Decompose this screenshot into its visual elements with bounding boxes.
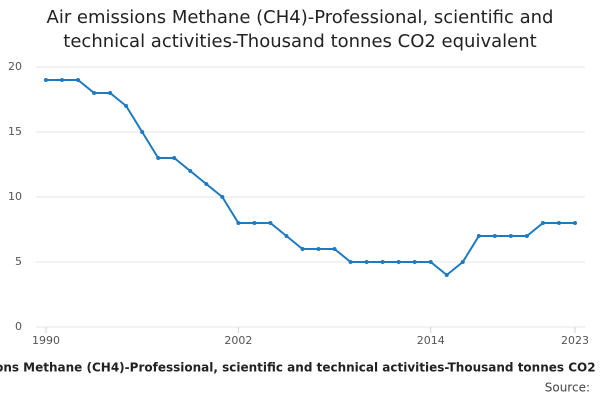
point <box>108 91 113 95</box>
point <box>524 234 529 238</box>
point <box>92 91 97 95</box>
point <box>316 247 321 251</box>
y-tick-label: 10 <box>8 190 22 203</box>
point <box>460 260 465 264</box>
point <box>364 260 369 264</box>
point <box>268 221 273 225</box>
point <box>140 130 145 134</box>
point <box>284 234 289 238</box>
point <box>573 221 577 225</box>
point <box>172 156 177 160</box>
point <box>60 78 65 82</box>
point <box>332 247 337 251</box>
point <box>348 260 353 264</box>
point <box>412 260 417 264</box>
point <box>252 221 257 225</box>
point <box>540 221 545 225</box>
y-tick-label: 5 <box>15 255 22 268</box>
point <box>476 234 481 238</box>
caption: Air emissions Methane (CH4)-Professional… <box>0 361 600 375</box>
y-tick-label: 20 <box>8 60 22 73</box>
x-tick-label: 2002 <box>224 334 252 347</box>
point <box>508 234 513 238</box>
point <box>220 195 225 199</box>
point <box>188 169 193 173</box>
x-tick-label: 2023 <box>561 334 589 347</box>
point <box>380 260 385 264</box>
point <box>156 156 161 160</box>
point <box>396 260 401 264</box>
point <box>204 182 209 186</box>
point <box>492 234 497 238</box>
line <box>46 79 575 277</box>
point <box>300 247 305 251</box>
y-tick-label: 0 <box>15 320 22 333</box>
point <box>428 260 433 264</box>
source: Source: <box>545 381 590 395</box>
point <box>236 221 241 225</box>
point <box>444 273 449 277</box>
y-tick-label: 15 <box>8 125 22 138</box>
chart-title: Air emissions Methane (CH4)-Professional… <box>46 7 554 52</box>
point <box>556 221 561 225</box>
point <box>44 78 48 82</box>
x-tick-label: 1990 <box>32 334 60 347</box>
point <box>124 104 129 108</box>
x-tick-label: 2014 <box>417 334 445 347</box>
point <box>76 78 81 82</box>
